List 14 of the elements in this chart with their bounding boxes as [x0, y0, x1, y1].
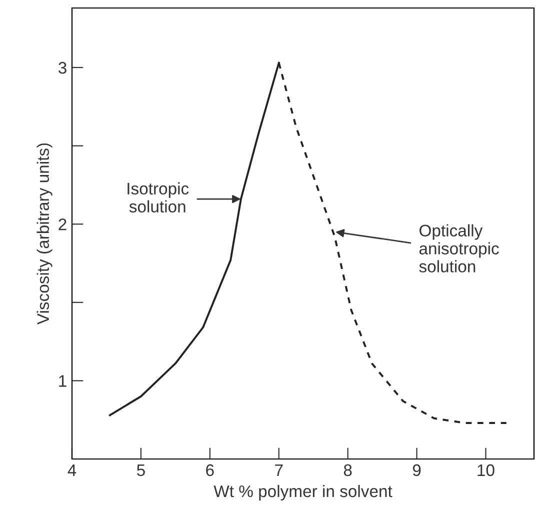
- x-tick-label: 5: [136, 464, 145, 476]
- x-axis-title: Wt % polymer in solvent: [214, 484, 392, 500]
- x-tick-label: 10: [478, 464, 494, 476]
- y-tick-label: 2: [58, 218, 66, 230]
- x-tick-label: 9: [412, 464, 421, 476]
- annotation: Isotropic solution: [128, 182, 189, 212]
- x-tick-label: 6: [206, 464, 214, 476]
- x-tick-label: 4: [68, 464, 76, 476]
- y-tick-label: 3: [58, 62, 66, 74]
- x-tick-label: 7: [275, 464, 283, 476]
- y-tick-label: 1: [59, 375, 66, 387]
- annotation: Optically anisotropic solution: [419, 224, 499, 272]
- y-axis-title: Viscosity (arbitrary units): [36, 143, 52, 324]
- x-tick-label: 8: [344, 464, 352, 476]
